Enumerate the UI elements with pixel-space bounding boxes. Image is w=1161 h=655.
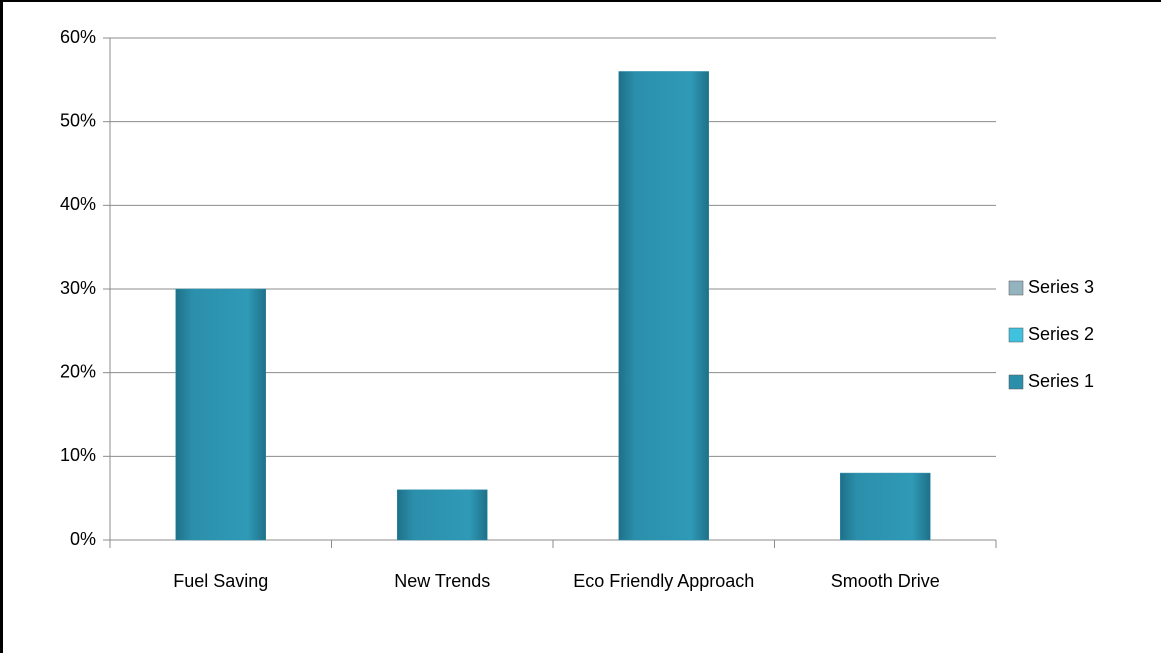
chart: 0% 10% 20% 30% 40% 50% 60% Series 3 Series 2 Seri… — [60, 27, 1094, 549]
bar — [840, 472, 931, 541]
y-tick-label: 10% — [60, 445, 96, 465]
y-tick-label: 0% — [70, 529, 96, 549]
x-tick-label: Fuel Saving — [173, 571, 269, 591]
legend-swatch — [1008, 327, 1024, 343]
x-tick-label: Eco Friendly Approach — [573, 571, 755, 591]
legend-label: Series 1 — [1028, 371, 1094, 391]
y-tick-label: 20% — [60, 361, 96, 381]
y-tick-label: 50% — [60, 110, 96, 130]
legend-swatch — [1008, 374, 1024, 390]
y-tick-label: 30% — [60, 278, 96, 298]
legend-label: Series 2 — [1028, 324, 1094, 344]
bar — [397, 489, 488, 541]
y-tick-label: 40% — [60, 194, 96, 214]
y-tick-label: 60% — [60, 27, 96, 47]
x-tick-label: New Trends — [394, 571, 491, 591]
legend-swatch — [1008, 280, 1024, 296]
x-tick-label: Smooth Drive — [830, 571, 940, 591]
bar — [175, 288, 266, 541]
legend-label: Series 3 — [1028, 277, 1094, 297]
bar — [618, 71, 709, 541]
